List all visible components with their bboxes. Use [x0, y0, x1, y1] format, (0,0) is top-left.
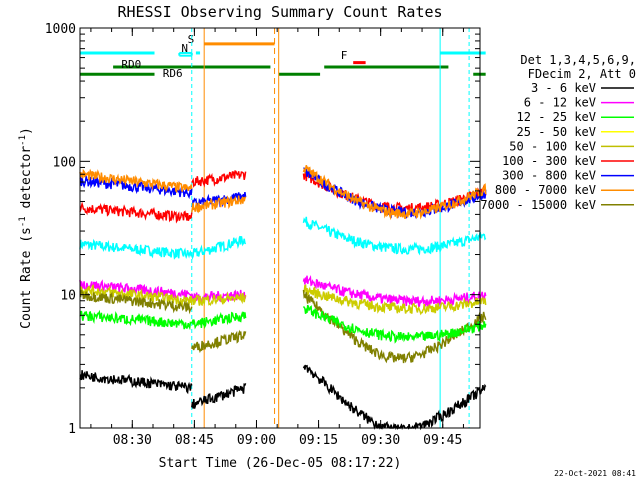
footer-timestamp: 22-Oct-2021 08:41: [554, 469, 636, 478]
series-orange-trace: [302, 165, 487, 221]
series-olive-trace: [79, 289, 193, 315]
legend-entry-label: 100 - 300 keV: [502, 154, 596, 168]
observing-flags: SN F RD0 RD6: [79, 28, 486, 428]
series-orange-trace: [191, 195, 247, 214]
y-tick-label: 1000: [45, 22, 76, 37]
legend-header-1: Det 1,3,4,5,6,9,: [520, 53, 636, 67]
y-axis-label: Count Rate (s-1 detector-1): [18, 127, 34, 329]
series-olive-trace: [191, 329, 247, 354]
y-axis-ticks: 1 10 100 1000: [45, 22, 480, 437]
y-tick-label: 10: [60, 289, 76, 304]
y-tick-label: 1: [68, 422, 76, 437]
legend: Det 1,3,4,5,6,9, FDecim 2, Att 0 3 - 6 k…: [480, 53, 636, 212]
series-cyan-trace: [191, 235, 247, 260]
series-magenta-trace: [302, 274, 487, 308]
series-black-trace: [302, 364, 487, 431]
plot-frame: [79, 27, 481, 429]
series-cyan-trace: [79, 238, 193, 260]
x-tick-label: 09:00: [237, 433, 276, 448]
series-yellow-trace: [302, 284, 487, 316]
flare-flag-label: F: [341, 49, 348, 62]
legend-entry-label: 50 - 100 keV: [509, 139, 596, 153]
series-green-trace: [302, 304, 487, 344]
series-green-trace: [79, 309, 193, 331]
x-tick-label: 09:15: [299, 433, 338, 448]
x-axis-label: Start Time (26-Dec-05 08:17:22): [159, 456, 402, 471]
series-blue-trace: [79, 174, 193, 200]
series-cyan-trace: [302, 216, 487, 256]
x-axis-ticks: 08:30 08:45 09:00 09:15 09:30 09:45: [90, 28, 464, 448]
series-orange-trace: [79, 168, 193, 194]
legend-header-2: FDecim 2, Att 0: [528, 67, 636, 81]
legend-entry-label: 3 - 6 keV: [531, 81, 596, 95]
legend-entry-label: 6 - 12 keV: [524, 96, 596, 110]
series-black-trace: [191, 383, 247, 409]
series-blue-trace: [303, 167, 487, 220]
legend-entry-label: 300 - 800 keV: [502, 169, 596, 183]
series-red-trace: [191, 170, 247, 188]
series-red-trace: [79, 201, 193, 224]
x-tick-label: 09:30: [361, 433, 400, 448]
chart-title: RHESSI Observing Summary Count Rates: [117, 3, 442, 21]
legend-entry-label: 25 - 50 keV: [517, 125, 596, 139]
series-black-trace: [79, 370, 193, 395]
data-series: [79, 165, 487, 431]
series-yellow-trace: [191, 291, 247, 307]
saa-flag-label: S: [188, 33, 195, 46]
x-tick-label: 08:45: [175, 433, 214, 448]
x-tick-label: 08:30: [113, 433, 152, 448]
rd0-flag-label: RD0: [121, 58, 141, 71]
series-blue-trace: [191, 191, 247, 209]
series-green-trace: [191, 311, 247, 330]
legend-entry-label: 800 - 7000 keV: [495, 183, 596, 197]
x-tick-label: 09:45: [423, 433, 462, 448]
night-flag-label: N: [181, 42, 188, 55]
legend-entry-label: 12 - 25 keV: [517, 110, 596, 124]
legend-entry-label: 7000 - 15000 keV: [480, 198, 596, 212]
rd6-flag-label: RD6: [163, 67, 183, 80]
y-tick-label: 100: [53, 155, 76, 170]
